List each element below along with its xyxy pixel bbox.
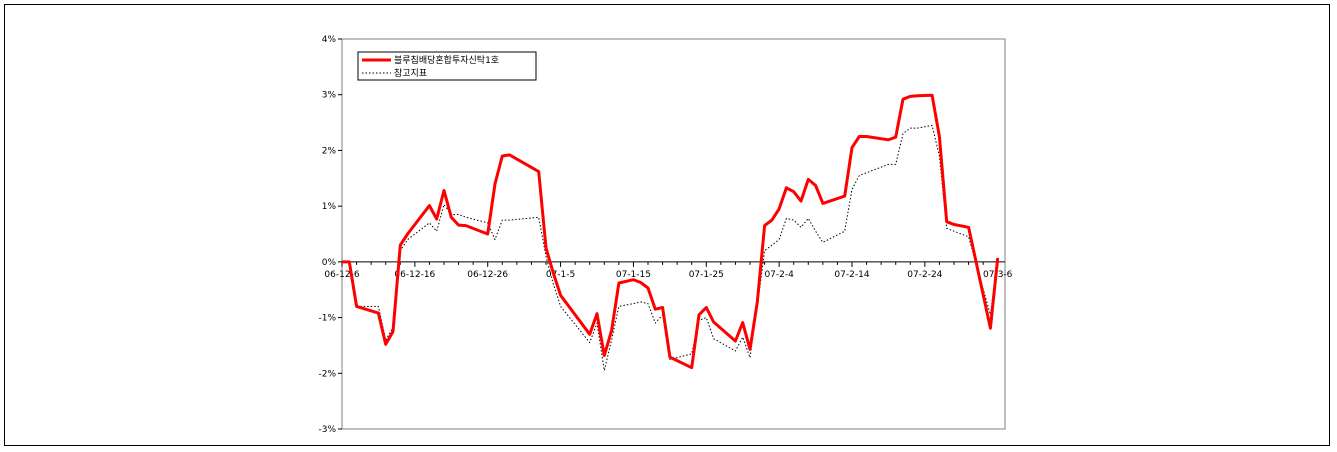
x-tick-label: 07-1-5 bbox=[546, 270, 575, 280]
chart-frame: 4% 3% 2% 1% 0% -1% -2% -3% 06-12-6 06-12-16 06-12… bbox=[4, 4, 1330, 446]
series-layer bbox=[342, 93, 1000, 371]
x-tick-label: 06-12-26 bbox=[467, 270, 508, 280]
y-tick-label: -3% bbox=[318, 425, 336, 435]
y-axis: 4% 3% 2% 1% 0% -1% -2% -3% bbox=[318, 35, 342, 435]
x-tick-label: 07-2-4 bbox=[764, 270, 794, 280]
legend-label-fund: 블루칩배당혼합투자신탁1호 bbox=[394, 54, 499, 66]
x-tick-label: 07-2-14 bbox=[834, 270, 869, 280]
y-tick-label: -1% bbox=[318, 314, 336, 324]
legend-label-benchmark: 참고지표 bbox=[394, 68, 427, 79]
x-tick-label: 07-1-15 bbox=[616, 270, 651, 280]
x-tick-label: 06-12-16 bbox=[394, 270, 435, 280]
y-tick-label: 0% bbox=[322, 258, 337, 268]
y-tick-label: 4% bbox=[322, 35, 337, 45]
x-tick-label: 07-2-24 bbox=[907, 270, 942, 280]
x-axis: 06-12-6 06-12-16 06-12-26 07-1-5 07-1-15 07-1… bbox=[324, 261, 1013, 280]
x-tick-label: 07-1-25 bbox=[689, 270, 724, 280]
legend: 블루칩배당혼합투자신탁1호 참고지표 bbox=[357, 51, 537, 81]
legend-box bbox=[357, 51, 537, 81]
line-chart: 4%3%2%1%0%-1%-2%-3% 06-12-6 06-12-16 06-12… bbox=[318, 35, 1013, 435]
x-tick-label: 06-12-6 bbox=[324, 270, 359, 280]
series-line-fund bbox=[342, 93, 1000, 370]
y-tick-label: -2% bbox=[318, 369, 336, 379]
y-tick-label: 1% bbox=[322, 202, 337, 212]
y-tick-label: 3% bbox=[322, 91, 337, 101]
x-tick-label: 07-3-6 bbox=[983, 270, 1013, 280]
y-tick-label: 2% bbox=[322, 146, 337, 156]
plot-area bbox=[341, 38, 1006, 430]
series-line-benchmark bbox=[342, 124, 999, 371]
